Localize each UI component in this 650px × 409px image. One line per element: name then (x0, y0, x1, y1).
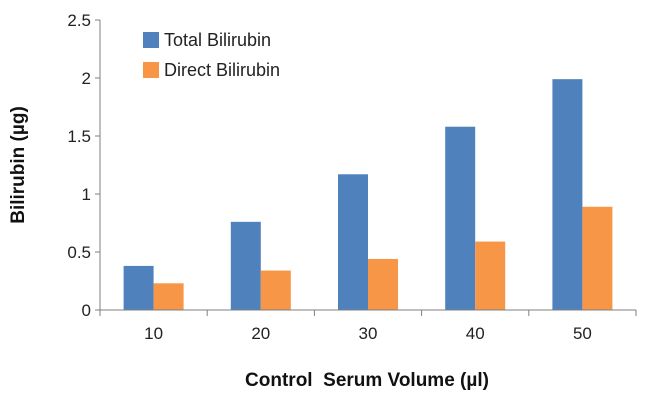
x-axis-ticks: 10 20 30 40 50 (99, 310, 637, 343)
y-axis-ticks: 0 0.5 1 1.5 2 2.5 (67, 11, 100, 320)
x-tick-label: 50 (573, 324, 592, 343)
y-tick-label: 0 (82, 301, 91, 320)
bar-total-bilirubin (123, 265, 154, 310)
bar-direct-bilirubin (153, 283, 184, 310)
x-tick-label: 40 (466, 324, 485, 343)
legend-label: Direct Bilirubin (164, 60, 280, 80)
bar-total-bilirubin (230, 221, 261, 310)
legend-swatch (143, 62, 159, 78)
y-tick-label: 2 (82, 69, 91, 88)
y-tick-label: 2.5 (67, 11, 91, 30)
x-tick-label: 20 (251, 324, 270, 343)
y-tick-label: 0.5 (67, 243, 91, 262)
x-tick-label: 10 (144, 324, 163, 343)
bar-direct-bilirubin (368, 258, 398, 310)
legend-swatch (143, 32, 159, 48)
x-axis-title: Control Serum Volume (µl) (245, 370, 489, 391)
bar-total-bilirubin (445, 126, 476, 310)
y-tick-label: 1.5 (67, 127, 91, 146)
chart-axes (99, 20, 636, 311)
chart-bars (123, 79, 613, 310)
bar-direct-bilirubin (475, 241, 506, 310)
legend-label: Total Bilirubin (164, 30, 271, 50)
y-axis-title: Bilirubin (µg) (8, 106, 29, 224)
bar-total-bilirubin (338, 174, 368, 310)
x-tick-label: 30 (359, 324, 378, 343)
chart-legend: Total Bilirubin Direct Bilirubin (143, 30, 280, 80)
bar-direct-bilirubin (582, 206, 613, 310)
bar-total-bilirubin (552, 79, 583, 310)
bar-direct-bilirubin (260, 270, 291, 310)
y-tick-label: 1 (82, 185, 91, 204)
